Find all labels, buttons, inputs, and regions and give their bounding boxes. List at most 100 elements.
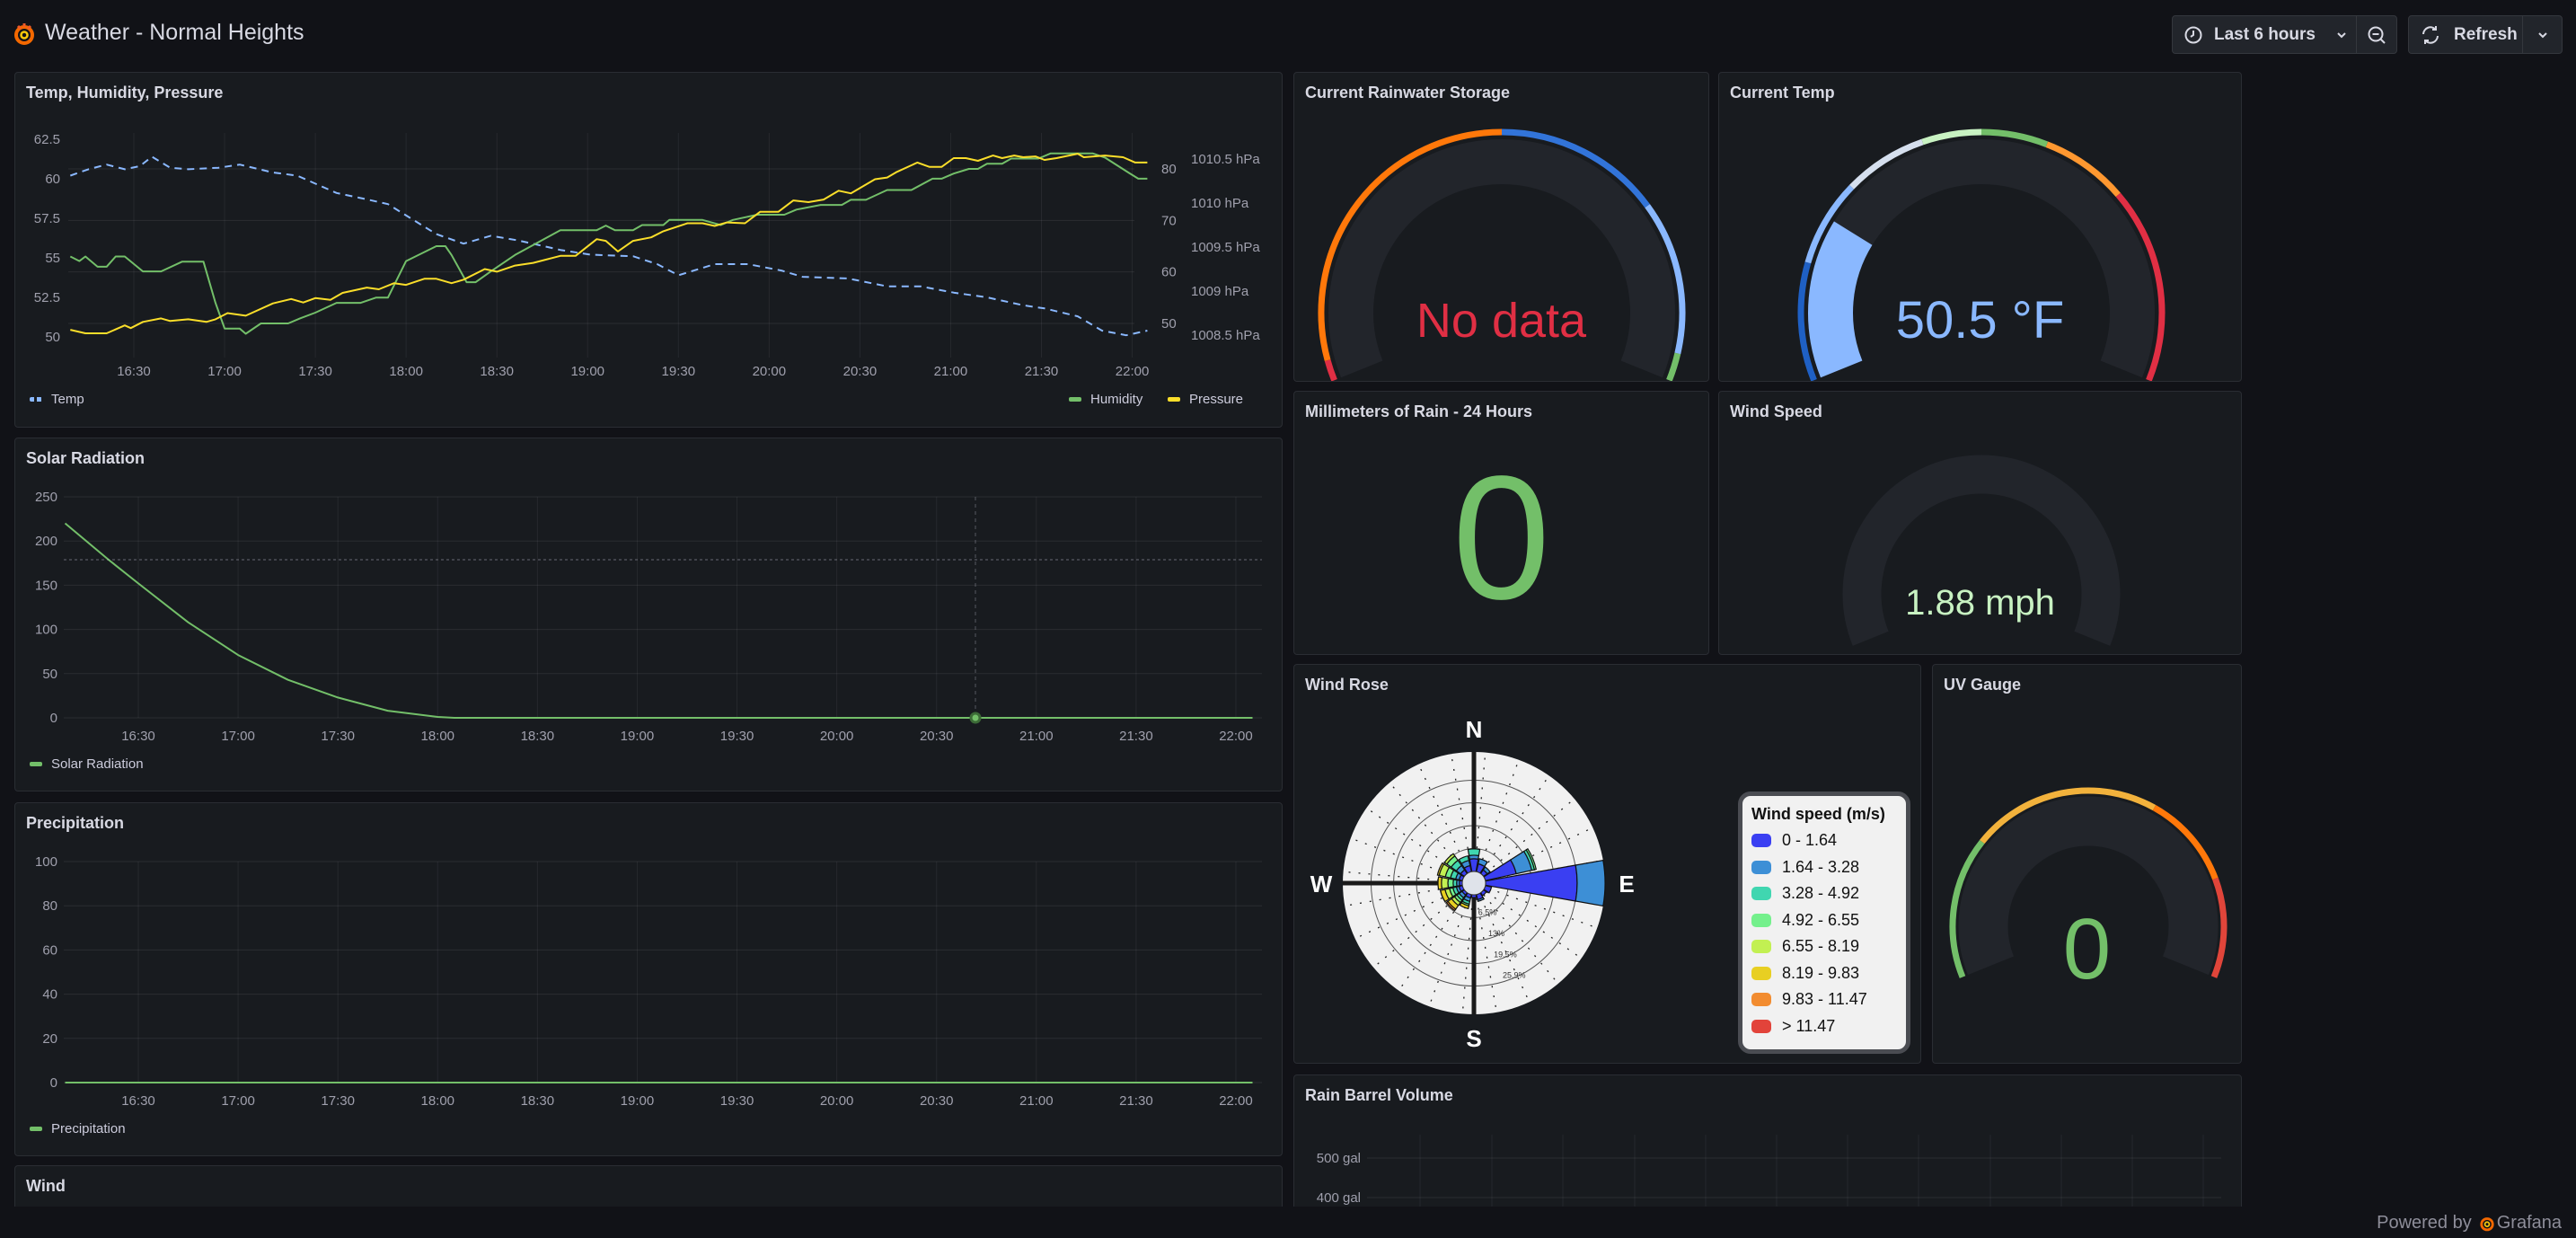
zoom-out-button[interactable] [2356,15,2397,54]
gauge-threshold-segment [2152,805,2219,880]
panel-current-temp[interactable]: Current Temp 50.5 °F [1718,72,2242,382]
y-tick-label: 200 [35,534,57,549]
legend-item-temp[interactable]: Temp [30,392,84,407]
panel-wind-rose[interactable]: 6.5% 13% 19.5% 25.9% N S W E Wind Rose Wind spe… [1293,664,1921,1064]
rain-barrel-chart[interactable]: 400 gal 500 gal [1293,1074,2242,1207]
precipitation-chart[interactable]: 16:30 17:00 17:30 18:00 18:30 19:00 19:30 20:00… [14,802,1283,1156]
panel-uv-gauge[interactable]: UV Gauge 0 [1932,664,2242,1064]
y-tick-label: 1010.5 hPa [1191,152,1260,167]
rose-sector-segment [1447,878,1454,889]
legend-label: > 11.47 [1782,1016,1836,1035]
x-tick-label: 16:30 [121,729,155,744]
dashboard-grid: 16:30 17:00 17:30 18:00 18:30 19:00 19:30 20:00… [14,72,2242,1207]
gauge-value: 50.5 °F [1895,291,2065,349]
y-tick-label: 1010 hPa [1191,196,1249,211]
panel-rain-barrel-volume[interactable]: 400 gal 500 gal Rain Barrel Volume [1293,1074,2242,1207]
chevron-down-icon [2337,31,2346,38]
gauge-threshold-segment [2210,877,2228,978]
legend-label: Temp [51,392,84,407]
solar-radiation-chart[interactable]: 16:30 17:00 17:30 18:00 18:30 19:00 19:30 20:00… [14,438,1283,791]
panel-wind-speed[interactable]: Wind Speed 1.88 mph [1718,391,2242,655]
x-tick-label: 18:00 [389,364,423,379]
panel-title: Millimeters of Rain - 24 Hours [1305,402,1533,420]
gauge-threshold-segment [1501,128,1650,208]
y-tick-label: 50 [1161,316,1177,332]
x-tick-label: 18:00 [420,729,454,744]
temp-humidity-pressure-chart[interactable]: 16:30 17:00 17:30 18:00 18:30 19:00 19:30 20:00… [14,72,1283,428]
series-line-temp [69,155,1148,337]
footer: Powered by Grafana [2377,1213,2562,1234]
panel-temp-humidity-pressure[interactable]: 16:30 17:00 17:30 18:00 18:30 19:00 19:30 20:00… [14,72,1283,428]
y-tick-label: 400 gal [1317,1190,1361,1206]
temperature-gauge [1797,128,2166,381]
legend-item-precipitation[interactable]: Precipitation [30,1121,126,1136]
gauge-value: No data [1416,294,1587,348]
gauge-threshold-segment [1324,359,1337,381]
rose-center-hub [1461,871,1486,896]
rose-sector-segment [1443,853,1456,865]
x-tick-label: 19:30 [720,1093,754,1109]
uv-gauge [1949,787,2228,978]
legend-item-pressure[interactable]: Pressure [1168,392,1243,407]
hover-point-marker [969,712,982,724]
x-tick-label: 19:30 [662,364,696,379]
legend-item-wind-speed-bin: 8.19 - 9.83 [1751,960,1897,987]
y-tick-label: 0 [50,711,57,726]
refresh-interval-dropdown[interactable] [2522,15,2563,54]
color-swatch-icon [1751,860,1771,874]
legend-item-humidity[interactable]: Humidity [1069,392,1142,407]
series-line-pressure [70,153,1148,334]
grafana-logo-icon[interactable] [13,22,36,47]
x-tick-label: 19:00 [621,729,655,744]
x-tick-label: 20:00 [820,1093,854,1109]
x-tick-label: 17:30 [321,729,355,744]
y-tick-label: 62.5 [34,132,60,147]
rose-sector-segment [1525,847,1538,871]
dashed-line-swatch-icon [30,397,42,402]
panel-current-rainwater-storage[interactable]: Current Rainwater Storage No data [1293,72,1709,382]
y-tick-label: 50 [45,330,60,345]
legend-label: 8.19 - 9.83 [1782,963,1860,982]
wind-rose-chart[interactable]: 6.5% 13% 19.5% 25.9% N S W E [1293,664,1921,1064]
y-tick-label: 250 [35,490,57,505]
clock-icon [2184,26,2202,43]
x-tick-label: 20:30 [920,729,954,744]
rainwater-gauge [1318,128,1686,381]
time-range-picker[interactable]: Last 6 hours [2172,15,2357,54]
panel-title: Current Rainwater Storage [1305,84,1511,102]
y-tick-label: 57.5 [34,211,60,226]
rose-sector-segment [1445,900,1457,912]
gauge-track [1958,796,2219,976]
color-swatch-icon [1751,913,1771,927]
x-tick-label: 21:30 [1119,729,1153,744]
legend-item-wind-speed-bin: 0 - 1.64 [1751,827,1897,854]
x-tick-label: 21:00 [1019,729,1054,744]
panel-solar-radiation[interactable]: 16:30 17:00 17:30 18:00 18:30 19:00 19:30 20:00… [14,438,1283,791]
panel-title: Wind Rose [1305,676,1389,694]
x-tick-label: 20:00 [820,729,854,744]
gauge-threshold-segment [1849,138,1924,190]
y-tick-label: 1009.5 hPa [1191,240,1260,255]
panel-wind[interactable]: Wind [14,1165,1283,1207]
gauge-threshold-segment [1804,184,1855,264]
y-tick-label: 100 [35,623,57,638]
legend-item-solar-radiation[interactable]: Solar Radiation [30,756,144,772]
y-tick-label: 55 [45,251,60,266]
gauge-threshold-segment [1980,787,2157,844]
rose-ring-label: 13% [1488,929,1504,938]
refresh-icon [2422,25,2439,44]
y-tick-label: 1008.5 hPa [1191,328,1260,343]
legend-item-wind-speed-bin: 9.83 - 11.47 [1751,986,1897,1013]
legend-title: Wind speed (m/s) [1751,805,1885,823]
panel-rain-24-hours[interactable]: Millimeters of Rain - 24 Hours 0 [1293,391,1709,655]
rose-sector-segment [1467,848,1481,857]
panel-precipitation[interactable]: 16:30 17:00 17:30 18:00 18:30 19:00 19:30 20:00… [14,802,1283,1156]
refresh-button[interactable]: Refresh [2408,15,2523,54]
gauge-threshold-segment [1949,839,1985,978]
gauge-value: 0 [2062,901,2112,997]
zoom-out-icon [2368,26,2386,44]
x-tick-label: 16:30 [117,364,151,379]
y-tick-label: 60 [42,942,57,958]
wind-speed-legend: Wind speed (m/s) 0 - 1.64 1.64 - 3.28 3.… [1738,791,1910,1054]
direction-label-n: N [1466,716,1483,743]
